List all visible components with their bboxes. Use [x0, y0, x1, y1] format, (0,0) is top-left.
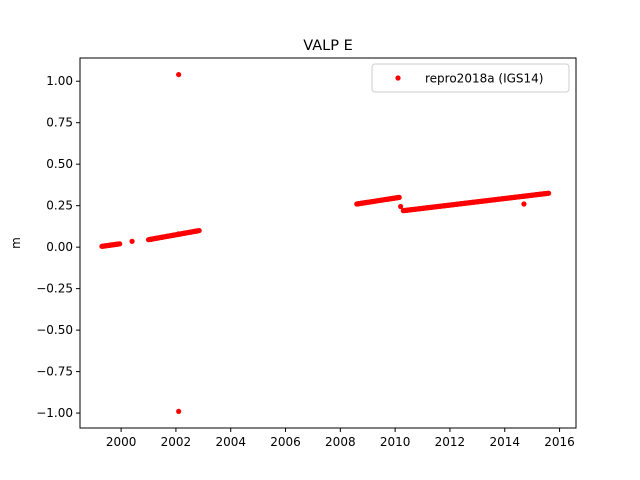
- x-tick-label: 2008: [325, 435, 356, 449]
- x-tick-label: 2002: [161, 435, 192, 449]
- legend: repro2018a (IGS14): [371, 63, 570, 93]
- x-tick-label: 2000: [106, 435, 137, 449]
- data-point: [117, 241, 123, 247]
- legend-marker: [395, 75, 401, 81]
- plot-frame: [79, 57, 577, 429]
- data-point: [398, 203, 404, 210]
- chart-title: VALP E: [303, 38, 353, 54]
- legend-label: repro2018a (IGS14): [425, 72, 543, 86]
- y-tick-label: 0.50: [46, 157, 73, 171]
- x-tick-label: 2014: [489, 435, 520, 449]
- data-point: [196, 227, 202, 234]
- y-axis: −1.00 −0.75 −0.50 −0.25 0.00 0.25 0.50 0.75 1.00: [36, 74, 80, 420]
- x-tick-label: 2016: [544, 435, 575, 449]
- y-tick-label: 0.75: [46, 116, 73, 130]
- data-point: [129, 238, 135, 244]
- x-tick-label: 2004: [215, 435, 246, 449]
- legend-box: [371, 63, 570, 93]
- y-tick-label: −1.00: [36, 406, 73, 420]
- y-tick-label: −0.50: [36, 323, 73, 337]
- y-tick-label: 0.25: [46, 199, 73, 213]
- data-point: [176, 71, 182, 78]
- data-point: [546, 190, 552, 196]
- x-tick-label: 2006: [270, 435, 301, 449]
- y-tick-label: 0.00: [46, 240, 73, 254]
- plot-marks: [99, 71, 552, 415]
- y-tick-label: 1.00: [46, 74, 73, 88]
- x-tick-label: 2012: [435, 435, 466, 449]
- data-point: [396, 194, 402, 200]
- y-tick-label: −0.25: [36, 282, 73, 296]
- data-point: [176, 231, 182, 237]
- y-tick-label: −0.75: [36, 365, 73, 379]
- data-point: [176, 408, 182, 415]
- x-tick-label: 2010: [380, 435, 411, 449]
- data-point: [521, 201, 527, 207]
- y-axis-label: m: [9, 237, 23, 249]
- x-axis: 2000 2002 2004 2006 2008 2010 2012 2014 2016: [106, 428, 575, 449]
